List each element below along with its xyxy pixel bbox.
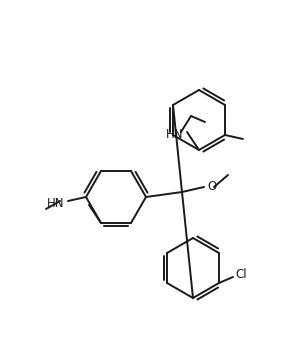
Text: Cl: Cl [235, 268, 247, 282]
Text: HN: HN [166, 128, 184, 140]
Text: HN: HN [47, 197, 65, 209]
Text: O: O [207, 179, 216, 193]
